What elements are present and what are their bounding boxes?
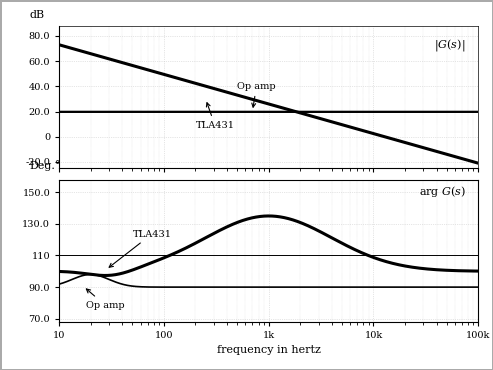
Text: TLA431: TLA431: [109, 229, 172, 267]
X-axis label: frequency in hertz: frequency in hertz: [217, 346, 320, 356]
Text: TLA431: TLA431: [195, 103, 235, 130]
Text: dB: dB: [30, 10, 45, 20]
Text: Op amp: Op amp: [86, 289, 125, 310]
Text: $|G(s)|$: $|G(s)|$: [434, 37, 465, 53]
Text: Deg.°: Deg.°: [30, 160, 61, 171]
Text: $\arg\,G(s)$: $\arg\,G(s)$: [419, 184, 465, 199]
Text: Op amp: Op amp: [237, 82, 276, 107]
